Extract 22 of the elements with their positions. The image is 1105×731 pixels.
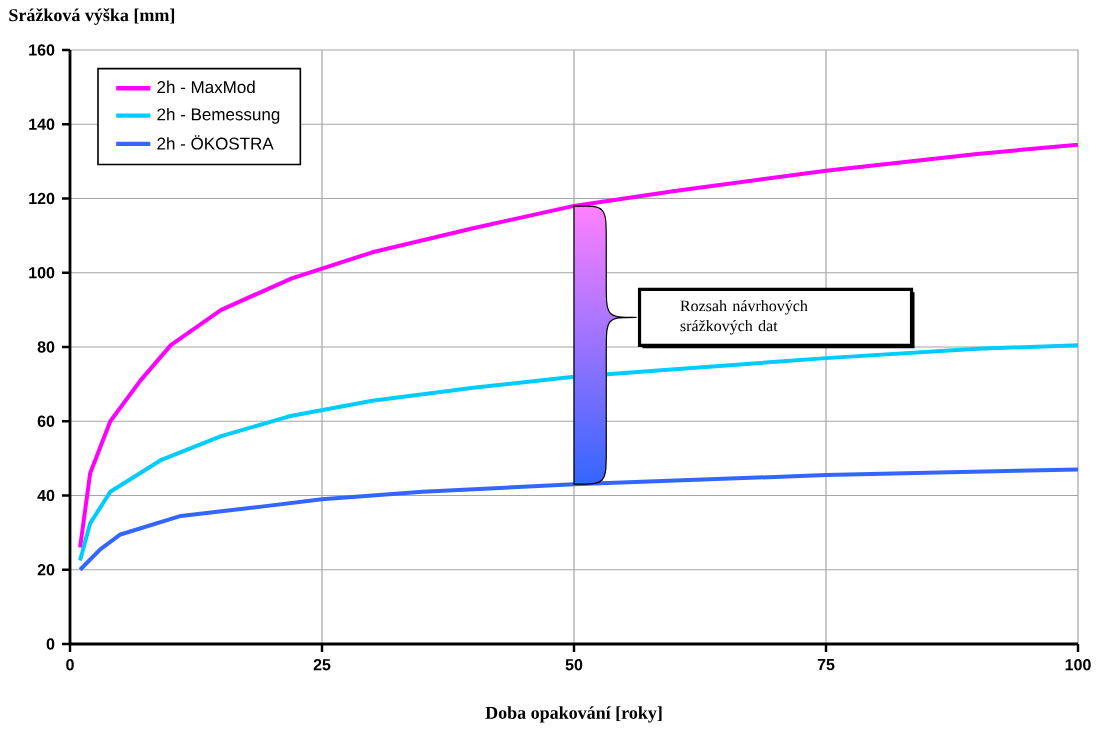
y-tick-label: 140 <box>29 118 55 130</box>
x-tick-label: 100 <box>1065 659 1091 671</box>
line-series <box>78 467 1078 572</box>
y-tick-label: 60 <box>37 415 55 427</box>
y-tick-label: 0 <box>46 638 55 650</box>
y-tick-label: 20 <box>37 564 55 576</box>
y-tick-label: 120 <box>29 192 55 205</box>
y-tick-label: 40 <box>37 489 55 502</box>
x-axis-title: Doba opakování [roky] <box>485 706 662 723</box>
y-tick-label: 160 <box>29 44 55 56</box>
y-tick-label: 100 <box>29 267 55 279</box>
x-tick-label: 0 <box>66 659 74 671</box>
legend-label: 2h - Bemessung <box>157 107 280 124</box>
y-axis-title: Srážková výška [mm] <box>9 8 175 25</box>
x-tick-label: 25 <box>313 659 331 671</box>
annotation: Rozsah návrhových srážkových dat <box>680 299 808 335</box>
line-series <box>78 343 1078 563</box>
x-tick-label: 50 <box>565 659 583 671</box>
legend-label: 2h - ÖKOSTRA <box>157 135 274 150</box>
y-tick-label: 80 <box>37 341 55 353</box>
legend-label: 2h - MaxMod <box>157 80 255 94</box>
x-tick-label: 75 <box>817 659 835 671</box>
